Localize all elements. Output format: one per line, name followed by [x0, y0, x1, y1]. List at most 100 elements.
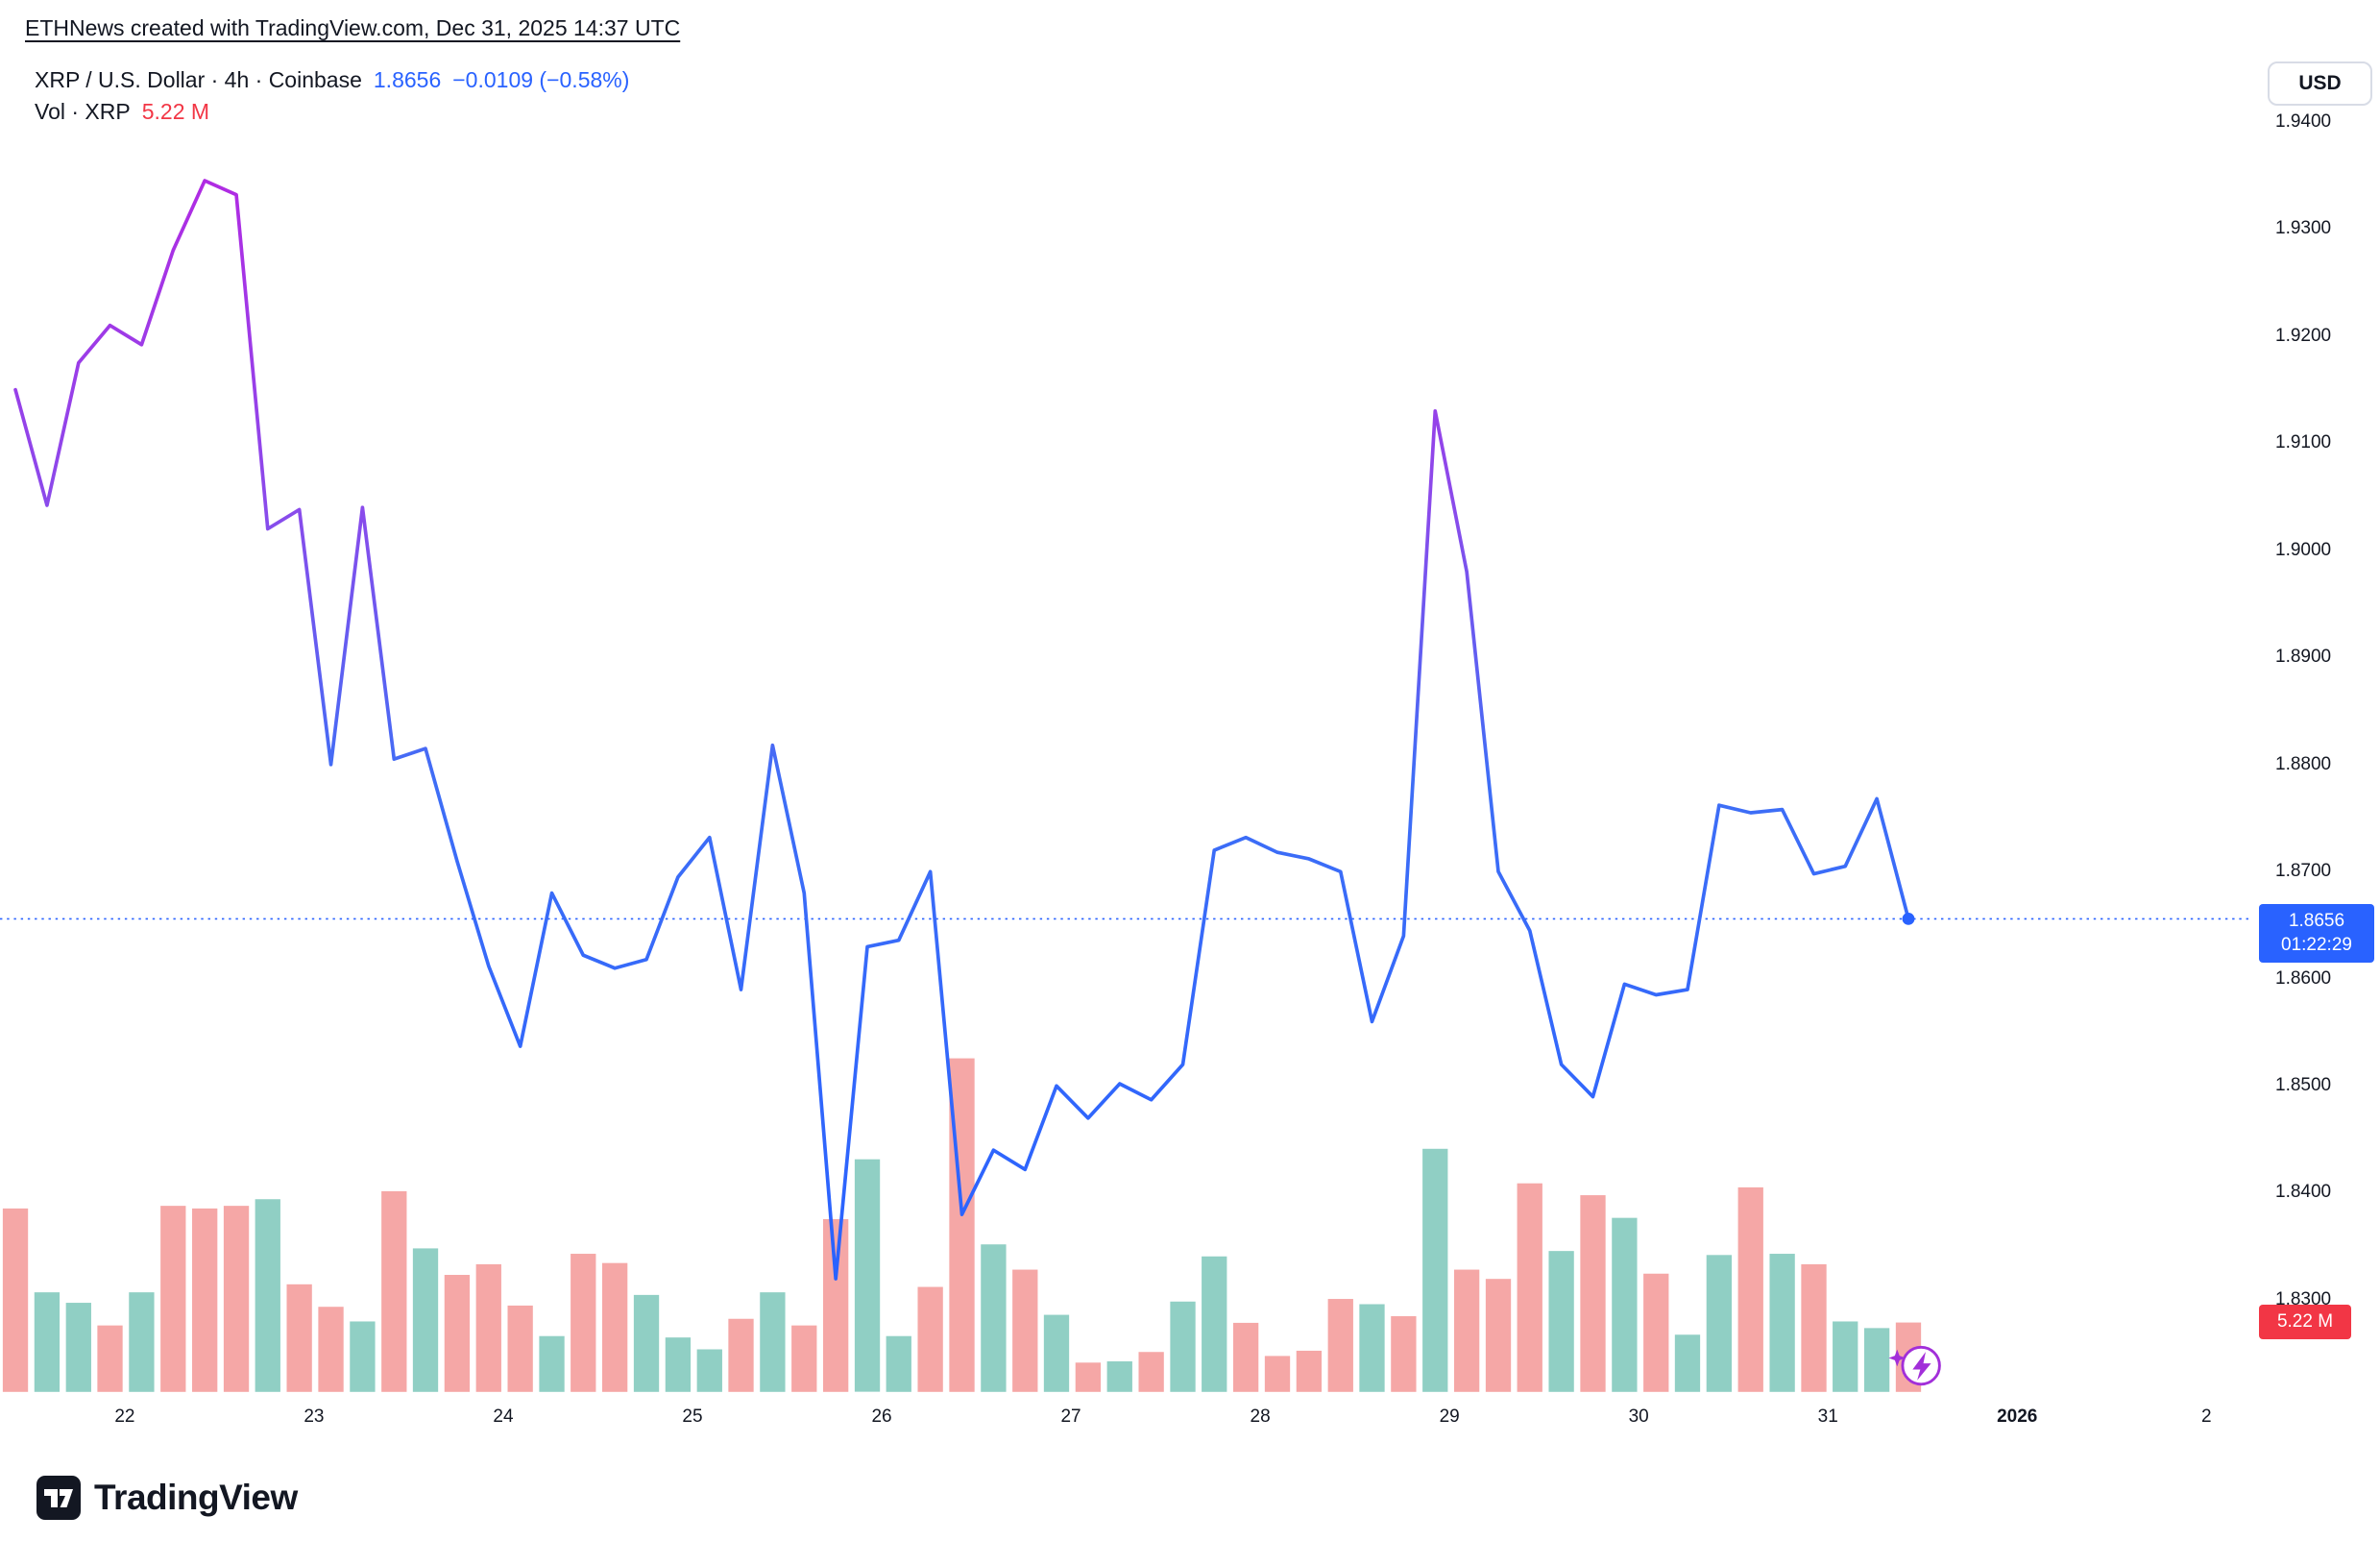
- time-axis-label: 29: [1439, 1406, 1460, 1427]
- volume-bar: [475, 1263, 501, 1392]
- volume-bar: [65, 1303, 91, 1392]
- volume-bar: [633, 1294, 660, 1392]
- volume-bar: [1737, 1186, 1763, 1392]
- time-axis-label: 23: [304, 1406, 325, 1427]
- time-axis-label: 2026: [1997, 1406, 2038, 1427]
- volume-bar: [1012, 1269, 1038, 1392]
- volume-bar: [192, 1208, 218, 1392]
- time-axis[interactable]: 22 23 24 25 26 27 28 29 30 31 2026 2: [0, 1395, 2252, 1445]
- volume-bar: [981, 1244, 1007, 1392]
- volume-indicator-label[interactable]: Vol · XRP: [35, 99, 131, 124]
- price-axis-label: 1.8300: [2275, 1288, 2332, 1309]
- price-axis-label: 1.8900: [2275, 647, 2332, 668]
- volume-bar: [1580, 1195, 1606, 1392]
- volume-bar: [1485, 1279, 1512, 1392]
- lightning-icon[interactable]: [1888, 1345, 1941, 1386]
- time-axis-label: 28: [1250, 1406, 1271, 1427]
- time-axis-label: 25: [682, 1406, 703, 1427]
- volume-bar: [2, 1208, 29, 1392]
- time-axis-label: 22: [114, 1406, 135, 1427]
- volume-bar: [1517, 1183, 1542, 1392]
- price-axis-label: 1.9100: [2275, 432, 2332, 453]
- volume-bar: [1106, 1361, 1132, 1392]
- volume-bar: [1170, 1301, 1196, 1392]
- volume-bar: [728, 1318, 754, 1392]
- attribution-text: ETHNews created with TradingView.com, De…: [25, 15, 681, 40]
- volume-bar: [160, 1206, 186, 1392]
- tradingview-mark-icon: [36, 1476, 81, 1520]
- volume-bar: [444, 1275, 471, 1392]
- time-axis-label: 31: [1817, 1406, 1838, 1427]
- volume-bar: [1833, 1321, 1858, 1392]
- price-axis-label: 1.8800: [2275, 753, 2332, 774]
- volume-bar: [1706, 1255, 1733, 1392]
- volume-bar: [1674, 1334, 1701, 1392]
- volume-bar: [696, 1349, 722, 1392]
- volume-bar: [1232, 1322, 1259, 1392]
- volume-bar: [854, 1159, 881, 1392]
- volume-bar: [507, 1305, 533, 1392]
- price-axis-label: 1.9200: [2275, 325, 2332, 346]
- symbol-title[interactable]: XRP / U.S. Dollar · 4h · Coinbase: [35, 67, 362, 92]
- volume-bar: [822, 1218, 849, 1392]
- price-axis-label: 1.8600: [2275, 967, 2332, 989]
- price-axis[interactable]: 1.9400 1.9300 1.9200 1.9100 1.9000 1.8900 1.88…: [2252, 0, 2380, 1395]
- volume-bar: [129, 1292, 155, 1392]
- volume-bar: [34, 1292, 61, 1392]
- last-price-dot: [1902, 912, 1915, 925]
- price-axis-label: 1.8700: [2275, 861, 2332, 882]
- time-axis-label: 2: [2200, 1406, 2212, 1427]
- volume-bar: [1769, 1254, 1795, 1392]
- volume-bar: [1391, 1316, 1417, 1392]
- legend-last-price: 1.8656: [373, 67, 442, 92]
- legend-symbol-row: XRP / U.S. Dollar · 4h · Coinbase 1.8656…: [35, 67, 629, 99]
- volume-bar: [97, 1325, 123, 1392]
- volume-bar: [1327, 1299, 1353, 1392]
- volume-bar: [791, 1325, 817, 1392]
- volume-bar: [539, 1335, 565, 1392]
- time-axis-label: 27: [1060, 1406, 1081, 1427]
- bar-countdown: 01:22:29: [2281, 934, 2352, 955]
- price-chart-canvas[interactable]: [0, 0, 2252, 1395]
- volume-bar: [917, 1286, 943, 1392]
- price-line: [13, 179, 1910, 1281]
- time-axis-label: 30: [1628, 1406, 1649, 1427]
- volume-bar: [1863, 1328, 1890, 1392]
- chart-legend: XRP / U.S. Dollar · 4h · Coinbase 1.8656…: [35, 67, 629, 131]
- volume-bar: [1548, 1251, 1574, 1392]
- volume-bar: [1422, 1148, 1448, 1392]
- price-axis-label: 1.8400: [2275, 1182, 2332, 1203]
- volume-bar: [1202, 1256, 1227, 1392]
- volume-bar: [381, 1190, 407, 1392]
- tradingview-logo[interactable]: TradingView: [36, 1476, 298, 1520]
- volume-bar: [255, 1199, 280, 1392]
- current-price-badge: 1.8656 01:22:29: [2259, 904, 2374, 964]
- volume-bar: [1138, 1352, 1164, 1392]
- volume-bar: [1043, 1314, 1070, 1392]
- currency-toggle-button[interactable]: USD: [2268, 61, 2372, 106]
- price-axis-label: 1.9400: [2275, 110, 2332, 132]
- price-axis-label: 1.9000: [2275, 539, 2332, 560]
- volume-bar: [886, 1335, 911, 1392]
- volume-badge: 5.22 M: [2259, 1305, 2351, 1340]
- tradingview-wordmark: TradingView: [94, 1478, 298, 1517]
- volume-bar: [571, 1254, 596, 1392]
- volume-bar: [1801, 1263, 1827, 1392]
- volume-bar: [412, 1248, 439, 1392]
- volume-bar: [1296, 1350, 1323, 1392]
- volume-bar: [1643, 1273, 1669, 1392]
- volume-bar: [1264, 1356, 1291, 1392]
- volume-bar: [1612, 1217, 1638, 1392]
- price-axis-label: 1.8500: [2275, 1074, 2332, 1095]
- volume-bars: [2, 1058, 1922, 1392]
- volume-bar: [1453, 1269, 1480, 1392]
- volume-indicator-value: 5.22 M: [141, 99, 210, 124]
- volume-bar: [1075, 1362, 1102, 1392]
- volume-bar: [318, 1307, 344, 1392]
- volume-bar: [350, 1321, 376, 1392]
- legend-change: −0.0109 (−0.58%): [452, 67, 630, 92]
- volume-bar: [1359, 1304, 1385, 1392]
- chart-pane[interactable]: [0, 0, 2252, 1395]
- volume-bar: [286, 1284, 312, 1392]
- volume-bar: [760, 1292, 786, 1392]
